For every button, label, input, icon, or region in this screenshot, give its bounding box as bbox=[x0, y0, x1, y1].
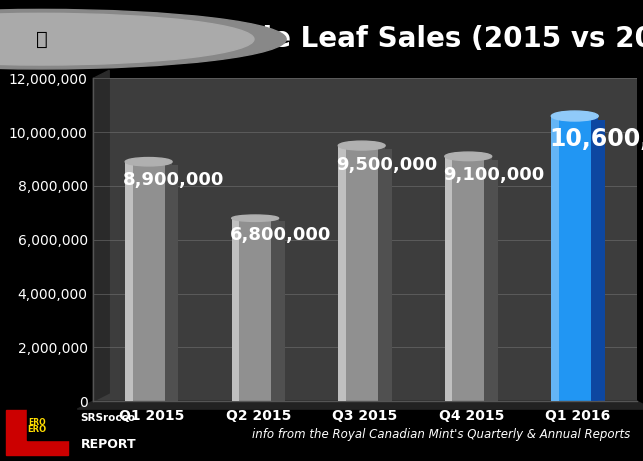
FancyBboxPatch shape bbox=[27, 409, 69, 440]
Text: 8,900,000: 8,900,000 bbox=[123, 171, 224, 189]
Bar bbox=[231, 218, 239, 401]
Bar bbox=[338, 146, 346, 401]
Bar bbox=[338, 146, 385, 401]
Bar bbox=[343, 149, 392, 401]
Text: Canadian Maple Leaf Sales (2015 vs 2016): Canadian Maple Leaf Sales (2015 vs 2016) bbox=[41, 25, 643, 53]
Bar bbox=[125, 162, 172, 401]
Bar bbox=[551, 116, 598, 401]
Ellipse shape bbox=[125, 158, 172, 166]
Text: REPORT: REPORT bbox=[80, 438, 136, 451]
Bar bbox=[165, 162, 172, 401]
Bar bbox=[231, 218, 278, 401]
Ellipse shape bbox=[338, 141, 385, 150]
Text: ERO: ERO bbox=[27, 426, 46, 434]
Polygon shape bbox=[77, 401, 643, 409]
Bar bbox=[271, 218, 278, 401]
Text: 9,500,000: 9,500,000 bbox=[336, 156, 437, 174]
Ellipse shape bbox=[231, 215, 278, 221]
Bar bbox=[484, 156, 492, 401]
Text: 9,100,000: 9,100,000 bbox=[442, 166, 544, 184]
Bar bbox=[445, 156, 492, 401]
Bar bbox=[236, 221, 285, 401]
Bar bbox=[377, 146, 385, 401]
Bar bbox=[125, 162, 132, 401]
Bar bbox=[551, 116, 559, 401]
Text: info from the Royal Canadian Mint's Quarterly & Annual Reports: info from the Royal Canadian Mint's Quar… bbox=[252, 427, 630, 441]
Polygon shape bbox=[93, 71, 109, 401]
Bar bbox=[445, 156, 452, 401]
Ellipse shape bbox=[445, 152, 492, 160]
Text: 🍁: 🍁 bbox=[36, 30, 48, 49]
Text: 6,800,000: 6,800,000 bbox=[230, 225, 331, 243]
Bar bbox=[591, 116, 598, 401]
Ellipse shape bbox=[551, 111, 598, 121]
Bar bbox=[556, 120, 604, 401]
Circle shape bbox=[0, 9, 286, 69]
Circle shape bbox=[0, 13, 254, 65]
FancyBboxPatch shape bbox=[6, 410, 68, 455]
Bar bbox=[449, 160, 498, 401]
Text: 10,600,000: 10,600,000 bbox=[549, 127, 643, 151]
Bar bbox=[129, 165, 179, 401]
Text: SRSrocco: SRSrocco bbox=[80, 413, 136, 423]
Text: ERO: ERO bbox=[28, 418, 46, 426]
